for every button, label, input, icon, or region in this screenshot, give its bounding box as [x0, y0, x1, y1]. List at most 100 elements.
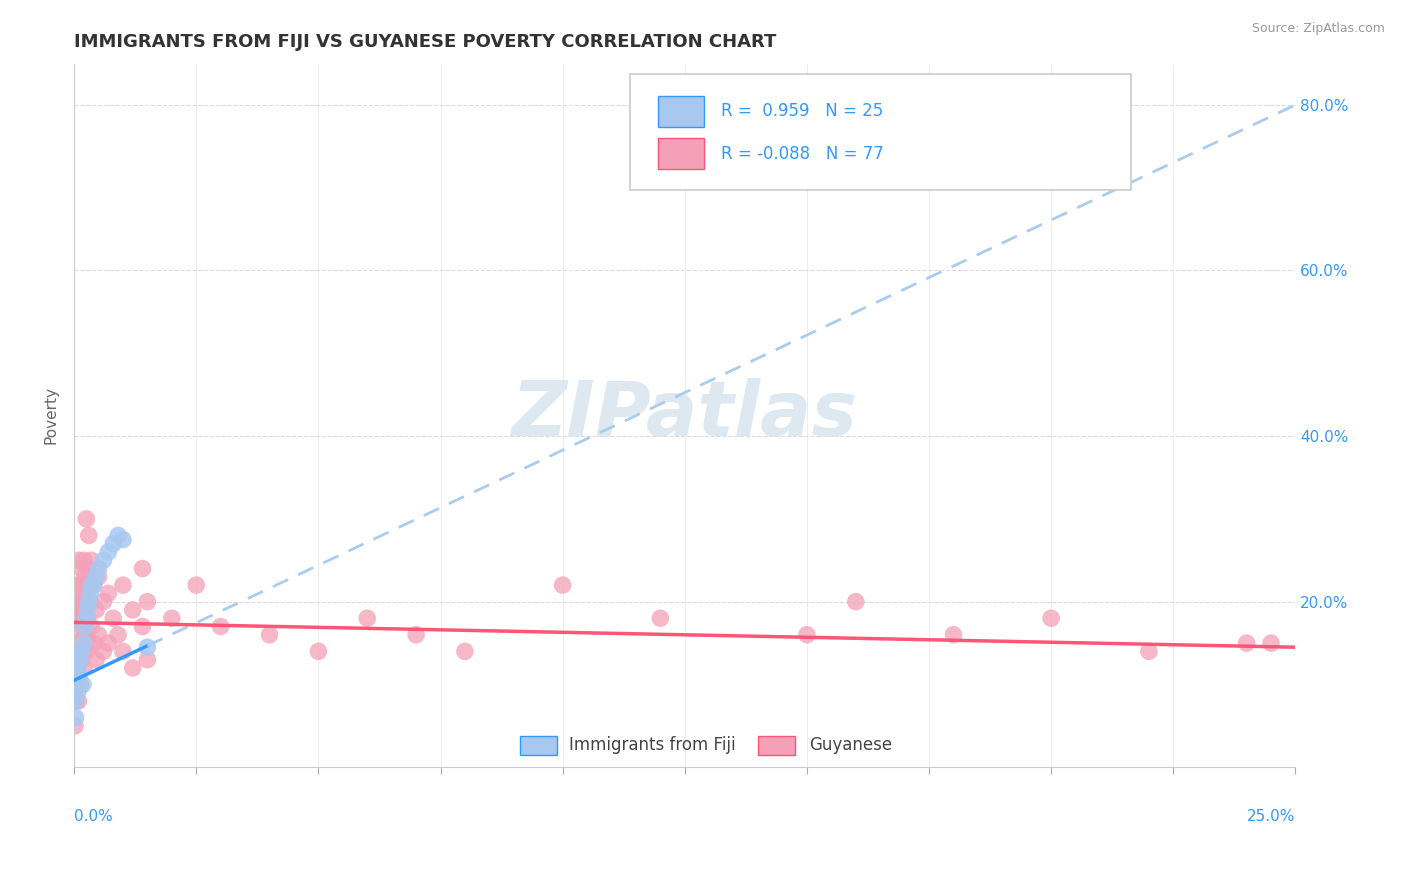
Point — [77, 528, 100, 542]
Point — [73, 603, 96, 617]
Point — [70, 595, 93, 609]
Text: R = -0.088   N = 77: R = -0.088 N = 77 — [721, 145, 884, 162]
Point — [131, 619, 153, 633]
Point — [131, 561, 153, 575]
Point — [75, 595, 97, 609]
Point — [97, 586, 120, 600]
Point — [67, 553, 90, 567]
Point — [66, 611, 89, 625]
Point — [259, 628, 281, 642]
Point — [111, 644, 134, 658]
Point — [796, 628, 818, 642]
Point — [63, 719, 86, 733]
Point — [66, 686, 89, 700]
Point — [69, 653, 91, 667]
Point — [93, 644, 115, 658]
Point — [69, 578, 91, 592]
Point — [93, 595, 115, 609]
Point — [65, 677, 87, 691]
Point — [93, 553, 115, 567]
Point — [80, 553, 103, 567]
Point — [73, 636, 96, 650]
Point — [1236, 636, 1258, 650]
Point — [65, 636, 87, 650]
Point — [70, 611, 93, 625]
Point — [80, 619, 103, 633]
Point — [76, 603, 98, 617]
Point — [76, 561, 98, 575]
Point — [356, 611, 378, 625]
Point — [66, 661, 89, 675]
Point — [136, 595, 159, 609]
Point — [66, 595, 89, 609]
Point — [72, 644, 94, 658]
Point — [77, 595, 100, 609]
Point — [69, 677, 91, 691]
Point — [121, 661, 143, 675]
Point — [79, 586, 101, 600]
Point — [67, 611, 90, 625]
Text: IMMIGRANTS FROM FIJI VS GUYANESE POVERTY CORRELATION CHART: IMMIGRANTS FROM FIJI VS GUYANESE POVERTY… — [75, 33, 776, 51]
Point — [107, 628, 129, 642]
Text: Source: ZipAtlas.com: Source: ZipAtlas.com — [1251, 22, 1385, 36]
Point — [75, 644, 97, 658]
Point — [80, 578, 103, 592]
Point — [83, 636, 105, 650]
Point — [77, 578, 100, 592]
Point — [79, 595, 101, 609]
Point — [75, 512, 97, 526]
Point — [454, 644, 477, 658]
Point — [111, 533, 134, 547]
Point — [87, 570, 110, 584]
Text: ZIPatlas: ZIPatlas — [512, 378, 858, 452]
Y-axis label: Poverty: Poverty — [44, 386, 58, 444]
Point — [942, 628, 965, 642]
FancyBboxPatch shape — [658, 95, 704, 128]
Point — [73, 553, 96, 567]
Point — [405, 628, 427, 642]
Point — [1137, 644, 1160, 658]
Point — [209, 619, 232, 633]
Point — [136, 640, 159, 655]
Point — [551, 578, 574, 592]
FancyBboxPatch shape — [658, 137, 704, 169]
Point — [87, 628, 110, 642]
Point — [845, 595, 868, 609]
Text: R =  0.959   N = 25: R = 0.959 N = 25 — [721, 103, 883, 120]
Point — [76, 611, 98, 625]
FancyBboxPatch shape — [630, 74, 1130, 190]
Point — [136, 653, 159, 667]
Point — [72, 677, 94, 691]
Point — [73, 619, 96, 633]
Point — [65, 710, 87, 724]
FancyBboxPatch shape — [758, 736, 794, 756]
Point — [67, 653, 90, 667]
Point — [101, 611, 124, 625]
Point — [65, 677, 87, 691]
Point — [70, 561, 93, 575]
Text: 25.0%: 25.0% — [1247, 810, 1295, 824]
Point — [97, 545, 120, 559]
Point — [84, 653, 107, 667]
Point — [66, 644, 89, 658]
Point — [72, 619, 94, 633]
Point — [77, 636, 100, 650]
Point — [1040, 611, 1063, 625]
Point — [186, 578, 208, 592]
Point — [121, 603, 143, 617]
Point — [72, 578, 94, 592]
Point — [70, 653, 93, 667]
Point — [84, 603, 107, 617]
Point — [97, 636, 120, 650]
Point — [66, 661, 89, 675]
Point — [67, 669, 90, 683]
Text: 0.0%: 0.0% — [75, 810, 112, 824]
Point — [87, 561, 110, 575]
Point — [307, 644, 329, 658]
Point — [107, 528, 129, 542]
Point — [70, 644, 93, 658]
Point — [69, 628, 91, 642]
Point — [63, 694, 86, 708]
Point — [65, 578, 87, 592]
Point — [75, 611, 97, 625]
